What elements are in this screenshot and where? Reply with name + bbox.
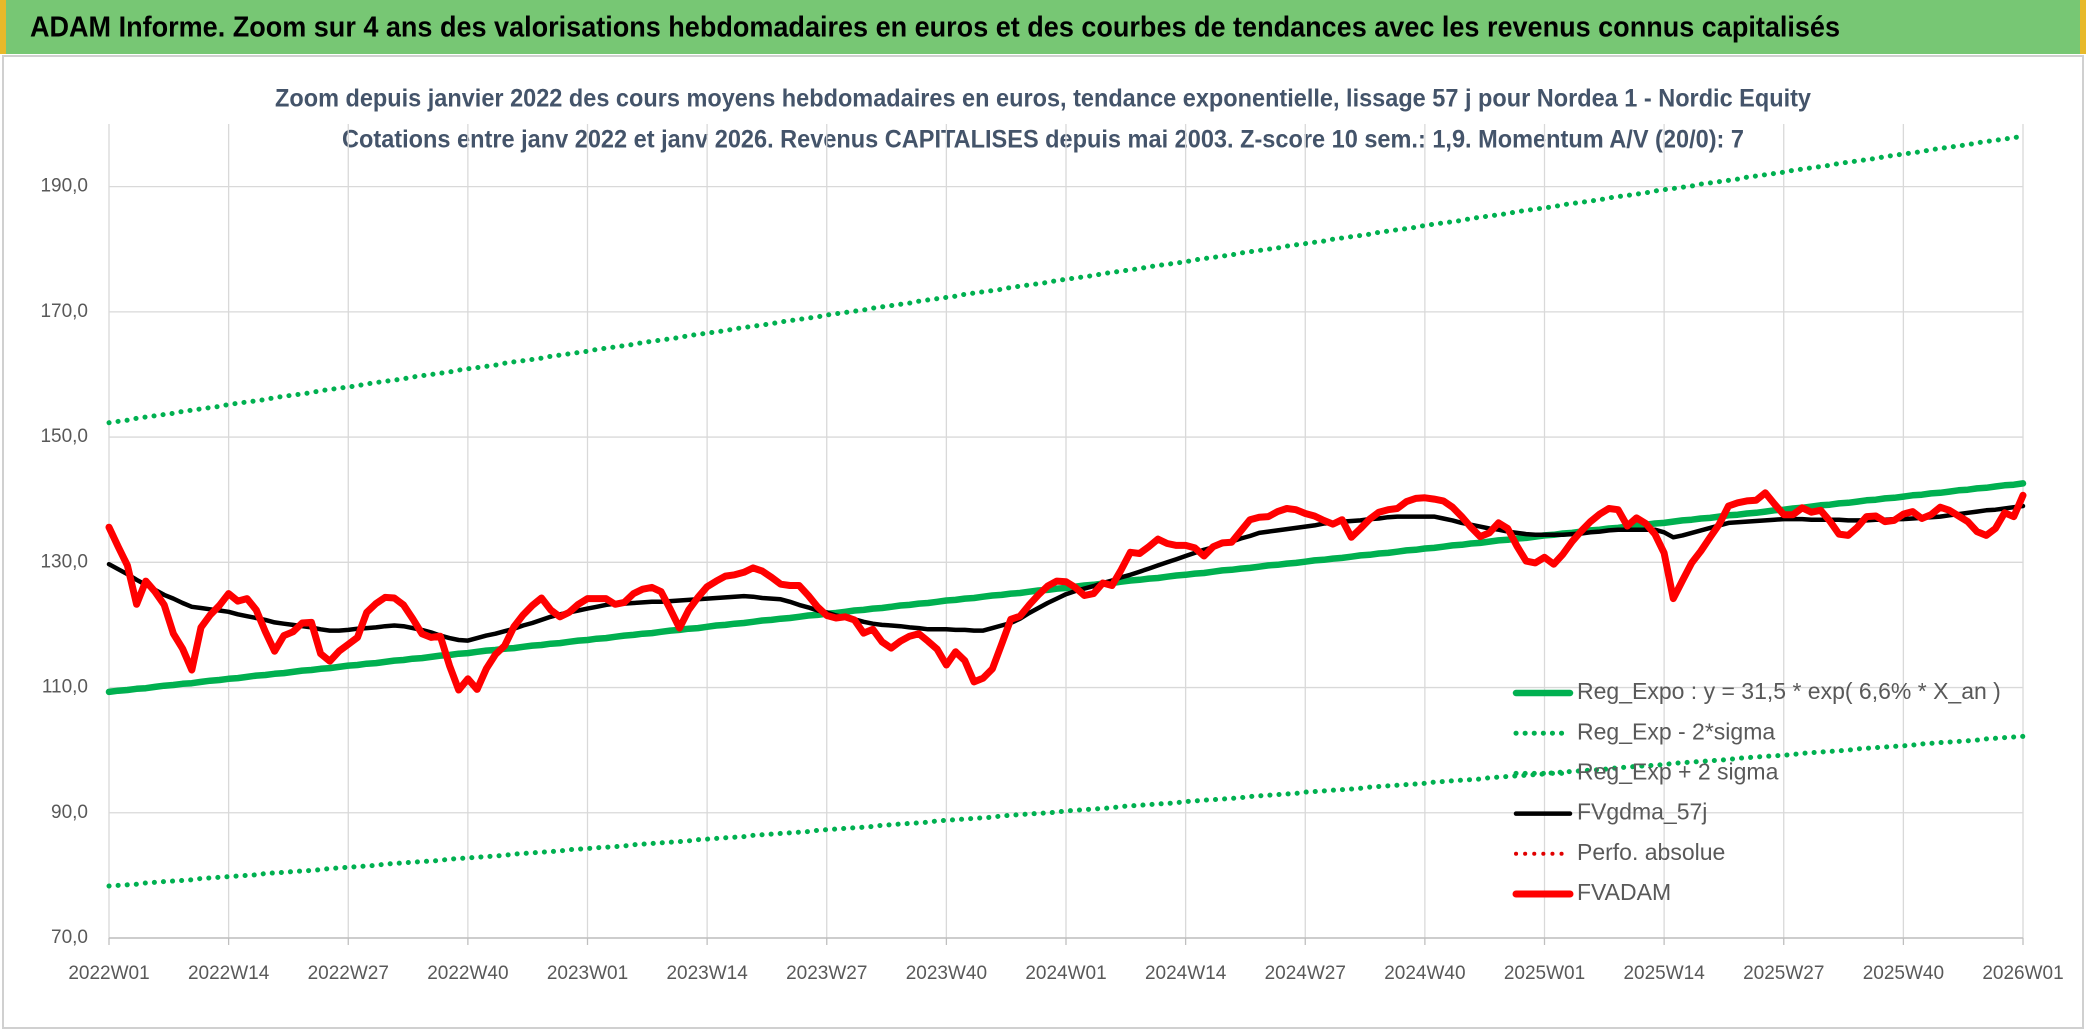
x-tick-label: 2023W27: [786, 963, 867, 984]
x-tick-label: 2024W01: [1025, 963, 1106, 984]
banner: [0, 0, 2086, 54]
chart-subtitle: Cotations entre janv 2022 et janv 2026. …: [342, 126, 1744, 154]
y-tick-label: 110,0: [42, 677, 88, 698]
x-tick-label: 2025W27: [1743, 963, 1824, 984]
series-line: [105, 489, 2027, 694]
x-tick-label: 2024W27: [1265, 963, 1346, 984]
series-line: [106, 503, 2026, 643]
x-tick-label: 2023W14: [666, 963, 748, 984]
x-tick-label: 2022W27: [308, 963, 389, 984]
x-tick-label: 2026W01: [1982, 963, 2063, 984]
y-tick-label: 170,0: [40, 301, 88, 322]
chart-border: [2, 55, 2084, 1029]
x-tick-label: 2024W14: [1145, 963, 1227, 984]
x-tick-label: 2022W01: [68, 963, 149, 984]
chart-title: Zoom depuis janvier 2022 des cours moyen…: [275, 85, 1811, 113]
legend-label: Reg_Exp + 2 sigma: [1577, 758, 1779, 784]
x-tick-label: 2024W40: [1384, 963, 1465, 984]
y-tick-label: 90,0: [51, 802, 88, 823]
legend-label: FVADAM: [1577, 879, 1671, 905]
x-tick-label: 2025W14: [1623, 963, 1705, 984]
y-tick-label: 130,0: [40, 551, 88, 572]
x-tick-label: 2022W40: [427, 963, 508, 984]
series-line: [105, 480, 2027, 696]
y-tick-label: 70,0: [51, 927, 88, 948]
banner-edge: [2080, 0, 2086, 54]
x-tick-label: 2023W40: [906, 963, 987, 984]
legend-label: Perfo. absolue: [1577, 839, 1725, 865]
banner-edge: [0, 0, 6, 54]
x-tick-label: 2025W40: [1863, 963, 1944, 984]
x-tick-label: 2025W01: [1504, 963, 1585, 984]
x-tick-label: 2023W01: [547, 963, 628, 984]
legend-label: Reg_Expo : y = 31,5 * exp( 6,6% * X_an ): [1577, 678, 2001, 704]
y-tick-label: 150,0: [40, 426, 88, 447]
banner-title: ADAM Informe. Zoom sur 4 ans des valoris…: [30, 12, 1840, 44]
legend-label: FVgdma_57j: [1577, 799, 1707, 825]
legend-label: Reg_Exp - 2*sigma: [1577, 718, 1775, 744]
y-tick-label: 190,0: [40, 176, 88, 197]
x-tick-label: 2022W14: [188, 963, 270, 984]
series-line: [106, 733, 2026, 889]
